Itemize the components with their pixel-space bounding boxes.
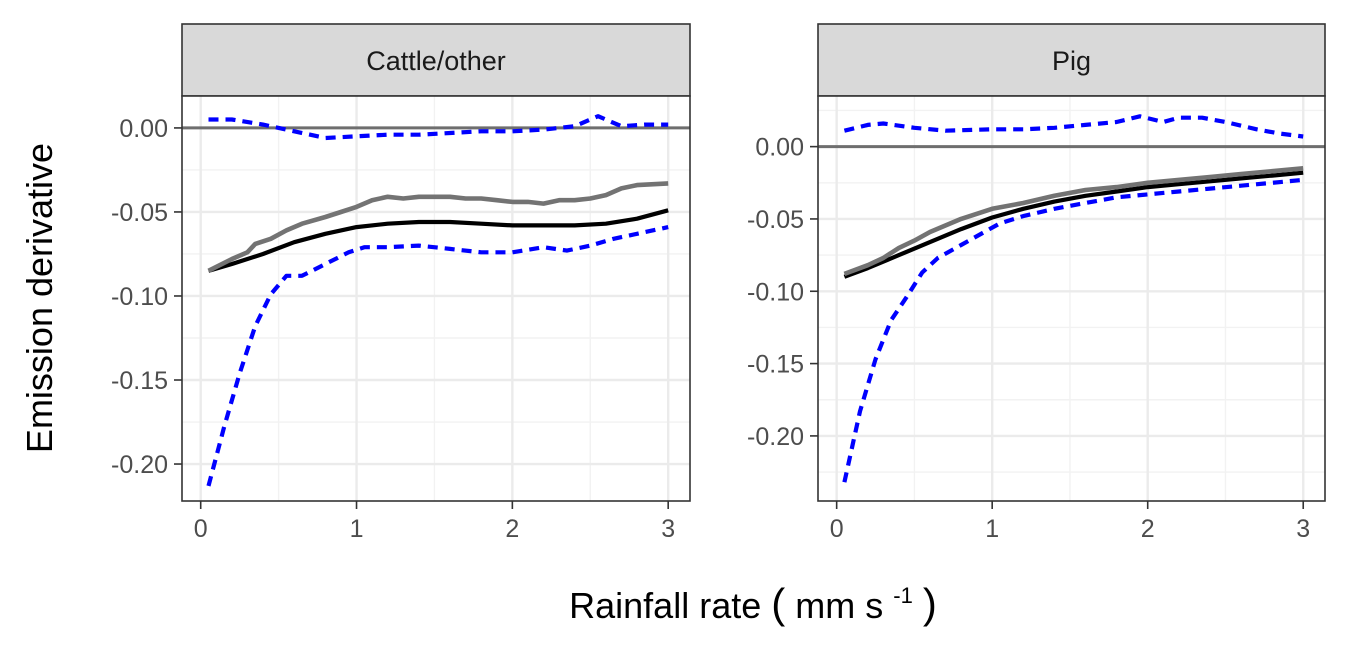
panel-background bbox=[818, 96, 1325, 501]
facet-strip-label: Cattle/other bbox=[366, 46, 506, 76]
x-tick-label: 2 bbox=[1141, 515, 1155, 543]
y-axis-title: Emission derivative bbox=[19, 143, 60, 453]
y-tick-label: -0.15 bbox=[747, 351, 804, 379]
y-tick-label: -0.10 bbox=[747, 278, 804, 306]
panel-background bbox=[182, 96, 690, 501]
y-tick-label: 0.00 bbox=[119, 115, 168, 143]
x-tick-label: 0 bbox=[194, 515, 208, 543]
x-tick-label: 3 bbox=[1296, 515, 1310, 543]
x-tick-label: 0 bbox=[830, 515, 844, 543]
x-axis-title-main: Rainfall rate bbox=[569, 585, 771, 626]
panel-border bbox=[181, 95, 691, 502]
series-line-dashed-blue-upper bbox=[843, 114, 1304, 139]
series-line-dashed-blue-lower bbox=[206, 225, 669, 487]
panel-border bbox=[817, 95, 1326, 502]
y-tick-label: 0.00 bbox=[755, 134, 804, 162]
x-tick-label: 1 bbox=[350, 515, 364, 543]
series-line-solid-black bbox=[207, 208, 669, 273]
series-line-dashed-blue-upper bbox=[208, 114, 669, 141]
series-line-dashed-blue-lower bbox=[842, 177, 1304, 483]
y-tick-label: -0.20 bbox=[747, 423, 804, 451]
series-line-solid-grey bbox=[843, 166, 1304, 277]
facet-strip bbox=[817, 23, 1326, 97]
x-axis-paren-open: ( bbox=[771, 580, 785, 627]
x-axis-paren-close: ) bbox=[923, 580, 937, 627]
y-tick-label: -0.05 bbox=[111, 199, 168, 227]
x-tick-label: 1 bbox=[985, 515, 999, 543]
series-line-solid-black bbox=[843, 170, 1304, 279]
y-tick-label: -0.20 bbox=[111, 451, 168, 479]
facet-strip bbox=[181, 23, 691, 97]
x-tick-label: 2 bbox=[505, 515, 519, 543]
y-tick-label: -0.15 bbox=[111, 367, 168, 395]
x-axis-unit-exponent: -1 bbox=[893, 583, 913, 608]
series-line-solid-grey bbox=[207, 181, 669, 273]
x-axis-unit: mm s bbox=[795, 585, 883, 626]
facet-0: Cattle/other 0 1 2 3 0.00 -0.05 -0.10 -0.15 -0.20 bbox=[111, 23, 691, 543]
x-tick-label: 3 bbox=[661, 515, 675, 543]
facet-1: Pig 0 1 2 3 0.00 -0.05 -0.10 -0.15 -0.20 bbox=[747, 23, 1326, 543]
y-tick-label: -0.10 bbox=[111, 283, 168, 311]
y-tick-label: -0.05 bbox=[747, 206, 804, 234]
x-axis-title: Rainfall rate ( mm s -1 ) bbox=[569, 570, 937, 627]
facet-strip-label: Pig bbox=[1052, 46, 1091, 76]
